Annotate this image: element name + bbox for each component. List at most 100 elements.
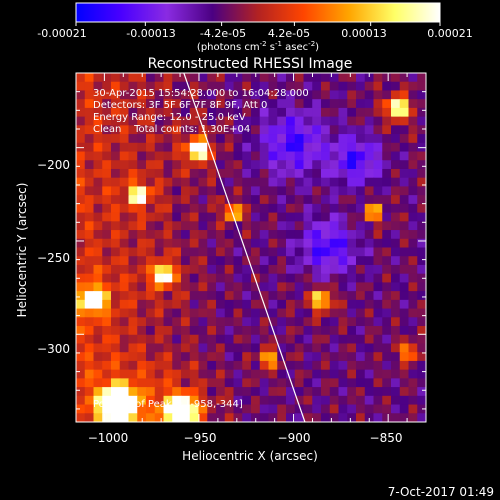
heatmap-cell bbox=[356, 360, 366, 371]
heatmap-cell bbox=[286, 81, 296, 92]
heatmap-cell bbox=[102, 125, 112, 135]
heatmap-cell bbox=[312, 299, 322, 310]
heatmap-cell bbox=[84, 81, 95, 92]
heatmap-cell bbox=[329, 299, 340, 310]
heatmap-cell bbox=[102, 99, 112, 109]
heatmap-cell bbox=[286, 299, 296, 310]
heatmap-cell bbox=[294, 90, 305, 100]
heatmap-cell bbox=[399, 116, 410, 126]
heatmap-cell bbox=[172, 360, 182, 371]
heatmap-cell bbox=[364, 291, 375, 301]
heatmap-cell bbox=[233, 291, 243, 301]
heatmap-cell bbox=[277, 413, 287, 422]
heatmap-cell bbox=[181, 142, 191, 153]
heatmap-cell bbox=[224, 221, 235, 231]
heatmap-cell bbox=[224, 230, 235, 240]
heatmap-cell bbox=[154, 81, 165, 92]
heatmap-cell bbox=[76, 334, 86, 345]
heatmap-cell bbox=[224, 90, 235, 100]
heatmap-cell bbox=[268, 334, 278, 345]
heatmap-cell bbox=[391, 352, 401, 362]
heatmap-cell bbox=[84, 125, 95, 135]
heatmap-cell bbox=[347, 238, 357, 249]
heatmap-cell bbox=[207, 125, 217, 135]
heatmap-cell bbox=[111, 195, 121, 205]
heatmap-cell bbox=[207, 186, 217, 196]
heatmap-cell bbox=[163, 238, 173, 249]
heatmap-cell bbox=[119, 203, 130, 214]
heatmap-cell bbox=[146, 186, 156, 196]
heatmap-cell bbox=[312, 186, 322, 196]
heatmap-cell bbox=[408, 186, 418, 196]
heatmap-cell bbox=[286, 247, 296, 257]
heatmap-cell bbox=[137, 230, 147, 240]
heatmap-cell bbox=[373, 195, 383, 205]
heatmap-cell bbox=[347, 221, 357, 231]
heatmap-cell bbox=[111, 134, 121, 144]
heatmap-cell bbox=[251, 160, 261, 170]
heatmap-cell bbox=[356, 387, 366, 397]
heatmap-cell bbox=[364, 326, 375, 336]
heatmap-cell bbox=[216, 273, 226, 283]
heatmap-cell bbox=[137, 395, 147, 406]
heatmap-cell bbox=[347, 360, 357, 371]
heatmap-cell bbox=[364, 247, 375, 257]
heatmap-cell bbox=[119, 395, 130, 406]
heatmap-cell bbox=[242, 177, 252, 188]
heatmap-cell bbox=[93, 395, 103, 406]
heatmap-cell bbox=[163, 378, 173, 388]
heatmap-cell bbox=[417, 203, 426, 214]
heatmap-cell bbox=[268, 413, 278, 422]
heatmap-cell bbox=[119, 168, 130, 179]
heatmap-cell bbox=[329, 142, 340, 153]
heatmap-cell bbox=[347, 369, 357, 379]
heatmap-cell bbox=[207, 160, 217, 170]
heatmap-cell bbox=[163, 168, 173, 179]
heatmap-cell bbox=[128, 264, 138, 275]
heatmap-cell bbox=[216, 73, 226, 83]
heatmap-cell bbox=[163, 247, 173, 257]
heatmap-cell bbox=[198, 282, 208, 292]
heatmap-cell bbox=[251, 73, 261, 83]
heatmap-cell bbox=[154, 203, 165, 214]
heatmap-cell bbox=[259, 125, 270, 135]
heatmap-cell bbox=[189, 238, 200, 249]
annotation-clean-counts: Clean Total counts: 1.30E+04 bbox=[93, 124, 250, 135]
heatmap-cell bbox=[189, 81, 200, 92]
heatmap-cell bbox=[364, 142, 375, 153]
heatmap-cell bbox=[321, 247, 331, 257]
heatmap-cell bbox=[128, 369, 138, 379]
heatmap-cell bbox=[198, 387, 208, 397]
heatmap-cell bbox=[408, 369, 418, 379]
heatmap-cell bbox=[233, 404, 243, 414]
heatmap-cell bbox=[321, 326, 331, 336]
heatmap-cell bbox=[76, 404, 86, 414]
heatmap-cell bbox=[111, 90, 121, 100]
heatmap-cell bbox=[321, 99, 331, 109]
heatmap-cell bbox=[76, 413, 86, 422]
heatmap-cell bbox=[408, 177, 418, 188]
heatmap-cell bbox=[137, 308, 147, 318]
heatmap-cell bbox=[251, 317, 261, 327]
heatmap-cell bbox=[137, 282, 147, 292]
colorbar-tick-label: -0.00021 bbox=[37, 27, 86, 40]
heatmap-cell bbox=[189, 212, 200, 222]
heatmap-cell bbox=[102, 230, 112, 240]
heatmap-cell bbox=[93, 107, 103, 118]
heatmap-cell bbox=[268, 107, 278, 118]
heatmap-cell bbox=[329, 369, 340, 379]
heatmap-cell bbox=[242, 212, 252, 222]
heatmap-cell bbox=[251, 334, 261, 345]
heatmap-cell bbox=[163, 99, 173, 109]
heatmap-cell bbox=[347, 186, 357, 196]
heatmap-cell bbox=[154, 369, 165, 379]
heatmap-cell bbox=[128, 116, 138, 126]
heatmap-cell bbox=[189, 308, 200, 318]
heatmap-cell bbox=[303, 299, 313, 310]
heatmap-cell bbox=[277, 238, 287, 249]
heatmap-cell bbox=[338, 395, 348, 406]
heatmap-cell bbox=[277, 212, 287, 222]
heatmap-cell bbox=[93, 99, 103, 109]
heatmap-cell bbox=[242, 99, 252, 109]
heatmap-cell bbox=[399, 343, 410, 353]
